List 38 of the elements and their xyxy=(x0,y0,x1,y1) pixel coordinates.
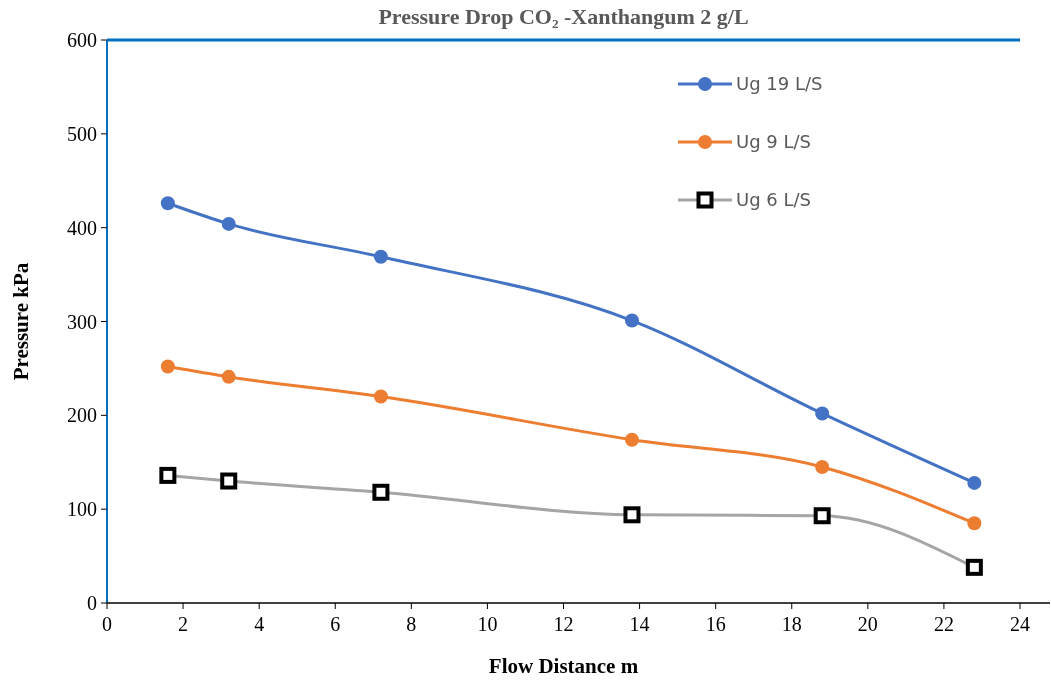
x-tick-label: 18 xyxy=(781,613,802,635)
x-tick-label: 0 xyxy=(102,613,112,635)
point xyxy=(221,369,236,384)
x-tick-label: 16 xyxy=(705,613,726,635)
x-tick-label: 24 xyxy=(1010,613,1030,635)
y-tick-label: 400 xyxy=(67,216,97,239)
y-axis-title: Pressure kPa xyxy=(9,262,33,381)
chart-title: Pressure Drop CO₂ -Xanthangum 2 g/L xyxy=(378,4,749,29)
point xyxy=(967,516,982,531)
x-tick-label: 14 xyxy=(629,613,650,635)
y-tick-label: 100 xyxy=(67,498,97,521)
x-tick-label: 10 xyxy=(477,613,498,635)
point xyxy=(221,216,236,231)
point xyxy=(160,196,175,211)
y-tick-label: 0 xyxy=(87,592,97,614)
point xyxy=(160,359,175,374)
point xyxy=(624,313,639,328)
point xyxy=(967,475,982,490)
legend-label: Ug 9 L/S xyxy=(736,131,812,153)
point xyxy=(815,459,830,474)
legend-label: Ug 6 L/S xyxy=(736,189,812,211)
y-tick-label: 600 xyxy=(67,29,97,51)
y-tick-label: 200 xyxy=(67,404,97,427)
legend-label: Ug 19 L/S xyxy=(736,73,823,95)
x-tick-label: 12 xyxy=(553,613,574,635)
x-tick-label: 4 xyxy=(254,613,265,635)
x-tick-label: 22 xyxy=(933,613,954,635)
x-tick-label: 6 xyxy=(330,613,341,635)
x-tick-label: 20 xyxy=(857,613,878,635)
x-axis-title: Flow Distance m xyxy=(488,654,639,678)
y-tick-label: 300 xyxy=(67,310,97,333)
point xyxy=(373,389,388,404)
y-tick-label: 500 xyxy=(67,122,97,145)
x-tick-label: 8 xyxy=(406,613,417,635)
point xyxy=(815,406,830,421)
point xyxy=(373,249,388,264)
point xyxy=(624,432,639,447)
x-tick-label: 2 xyxy=(178,613,189,635)
